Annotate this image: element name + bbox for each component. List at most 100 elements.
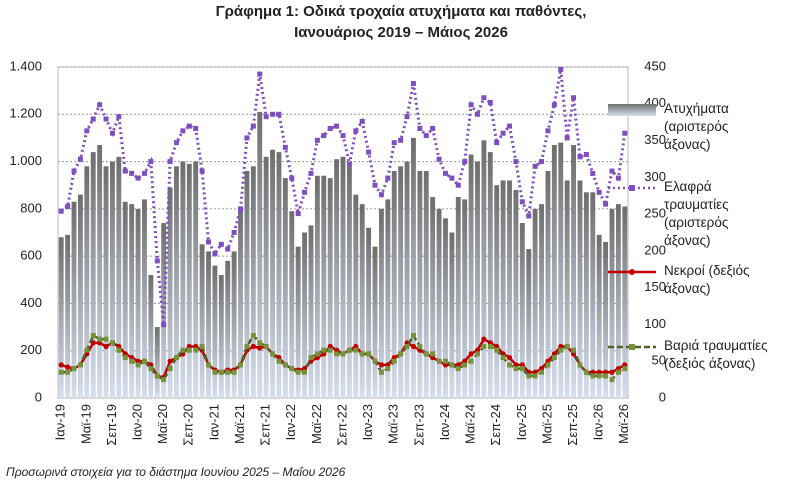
x-tick-label: Μαϊ-22 [309,404,324,444]
marker [103,336,109,342]
marker [564,135,570,141]
marker [494,347,500,353]
marker [289,366,295,372]
y2-tick-label: 150 [644,279,666,294]
y2-tick-label: 450 [644,58,666,73]
x-tick-label: Σεπ-23 [411,404,426,446]
marker [455,366,461,372]
y-tick-label: 1.400 [9,58,42,73]
x-tick-label: Μαϊ-23 [386,404,401,444]
marker [109,340,115,346]
marker [410,81,416,87]
bar [90,152,96,398]
bar [65,234,71,398]
x-tick-label: Σεπ-25 [565,404,580,446]
bar [206,251,211,398]
marker [462,362,468,368]
marker [558,347,564,353]
bar [353,194,359,398]
bar [257,111,263,399]
marker [167,358,173,364]
marker [148,159,154,165]
bar [378,208,384,398]
marker [71,168,77,174]
marker [122,355,128,361]
bar [571,145,576,398]
chart: Γράφημα 1: Οδικά τροχαία ατυχήματα και π… [9,3,666,446]
marker [173,355,179,361]
marker [122,168,128,174]
marker [564,344,570,350]
bar [391,171,397,398]
marker [314,137,320,143]
legend-label: Ελαφρά τραυματίες (αριστερός άξονας) [664,179,729,248]
marker [218,241,224,247]
marker [180,128,186,134]
marker [603,373,609,379]
legend-swatch [608,104,656,116]
bar [193,161,199,398]
marker [161,322,167,328]
bar [430,197,436,398]
bar [346,166,352,398]
bar [545,171,551,398]
marker [65,203,71,209]
x-tick-label: Ιαν-25 [514,404,529,440]
bar [186,163,192,398]
marker [58,208,64,214]
bar [321,175,327,398]
marker [545,128,551,134]
marker [500,130,506,136]
marker [199,168,205,174]
bar [462,199,468,398]
marker [359,351,365,357]
bar [282,178,288,398]
marker [532,373,538,379]
bar [372,246,378,398]
marker [353,347,359,353]
bar [590,192,596,398]
marker [58,369,64,375]
y2-tick-label: 0 [659,389,666,404]
x-tick-label: Ιαν-23 [360,404,375,440]
marker [263,344,269,350]
y2-tick-label: 200 [644,242,666,257]
bar [494,185,500,398]
marker [391,140,397,146]
bar [423,171,429,398]
marker [487,99,493,105]
marker [282,362,288,368]
marker [212,369,218,375]
marker [577,362,583,368]
marker [141,170,147,176]
legend-swatch [608,104,656,116]
x-tick-label: Μαϊ-25 [539,404,554,444]
bar [103,166,109,398]
marker [263,114,269,120]
marker [58,362,64,368]
bar [526,249,532,398]
legend-item: Νεκροί (δεξιός άξονας) [608,262,774,298]
chart-subtitle: Ιανουάριος 2019 – Μάιος 2026 [294,24,508,41]
legend-item: Ατυχήματα (αριστερός άξονας) [608,100,774,154]
bar [539,204,544,398]
bar [174,166,179,398]
bar [507,180,512,398]
marker [366,149,372,155]
marker [609,168,615,174]
marker [103,343,109,350]
marker [494,140,500,146]
marker [378,192,384,198]
bar [58,237,64,398]
bar [289,211,295,398]
marker [334,351,340,357]
chart-title: Γράφημα 1: Οδικά τροχαία ατυχήματα και π… [216,3,587,20]
bar [97,145,103,398]
marker [244,135,250,141]
bar [443,218,448,398]
bar [366,227,372,398]
marker [270,351,276,357]
bar [231,251,237,398]
marker [455,182,461,188]
marker [270,111,276,117]
